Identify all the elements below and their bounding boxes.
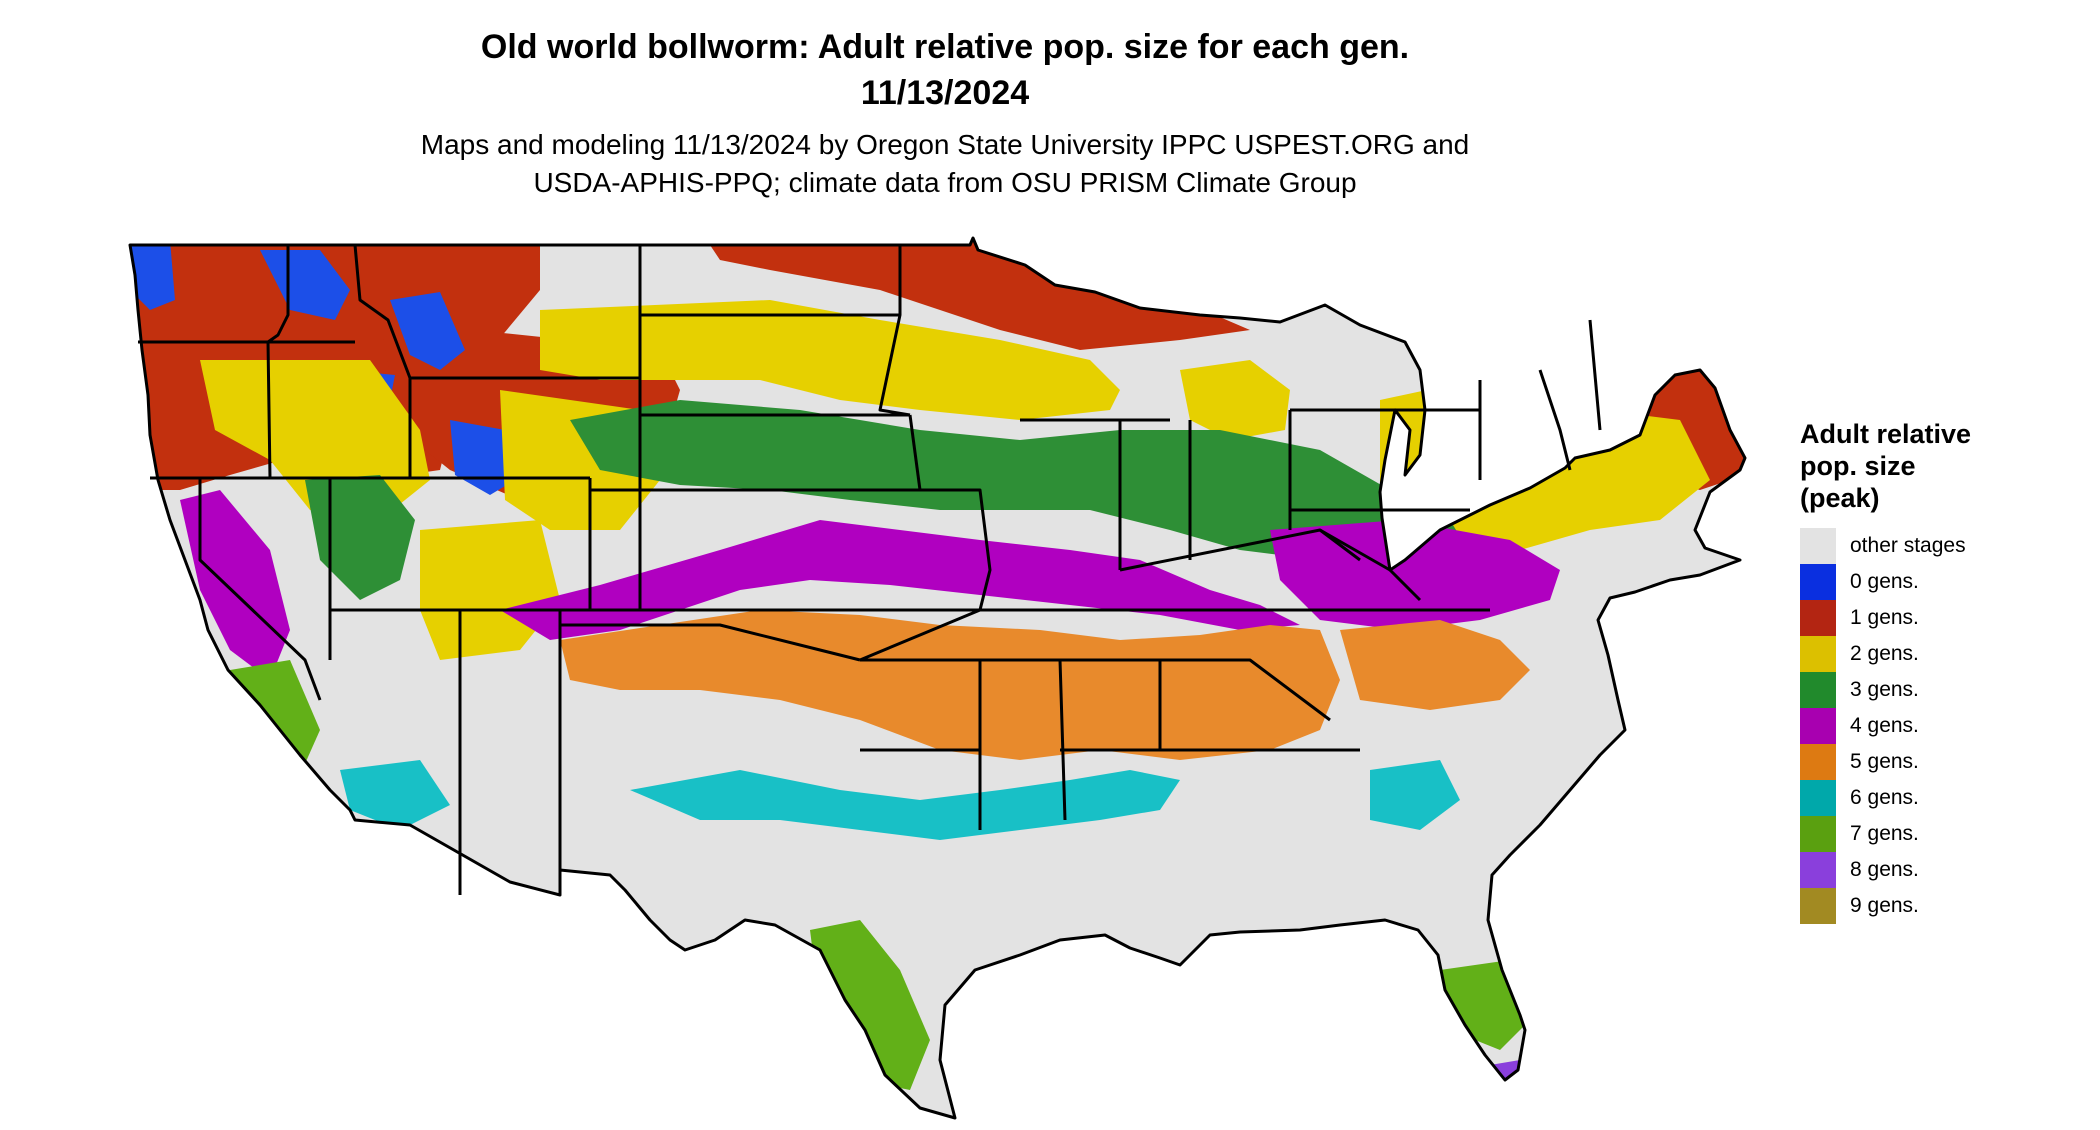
legend-item-1-gens: 1 gens. bbox=[1800, 600, 2040, 636]
legend-title-line-2: pop. size bbox=[1800, 451, 1916, 481]
zone-5-gens-texas-gulf bbox=[560, 610, 1340, 760]
legend-label: other stages bbox=[1850, 534, 1966, 557]
legend-item-other-stages: other stages bbox=[1800, 528, 2040, 564]
border-ia bbox=[908, 414, 922, 491]
legend-item-3-gens: 3 gens. bbox=[1800, 672, 2040, 708]
legend-label: 0 gens. bbox=[1850, 570, 1919, 593]
legend-label: 4 gens. bbox=[1850, 714, 1919, 737]
legend: Adult relative pop. size (peak) other st… bbox=[1800, 418, 2040, 924]
zone-4-gens-central-valley bbox=[180, 490, 290, 680]
border-ca-nv bbox=[198, 478, 322, 701]
legend-label: 8 gens. bbox=[1850, 858, 1919, 881]
title-line-1: Old world bollworm: Adult relative pop. … bbox=[480, 28, 1410, 66]
border-mn-east bbox=[878, 245, 911, 417]
legend-item-5-gens: 5 gens. bbox=[1800, 744, 2040, 780]
us-generation-map bbox=[128, 236, 1747, 1120]
zone-6-gens-arizona bbox=[340, 760, 450, 830]
legend-item-6-gens: 6 gens. bbox=[1800, 780, 2040, 816]
legend-label: 1 gens. bbox=[1850, 606, 1919, 629]
legend-label: 3 gens. bbox=[1850, 678, 1919, 701]
border-ar bbox=[860, 658, 982, 830]
legend-swatch bbox=[1800, 852, 1836, 888]
legend-item-2-gens: 2 gens. bbox=[1800, 636, 2040, 672]
zone-6-gens-florida-north bbox=[1370, 760, 1460, 830]
state-borders bbox=[128, 236, 1747, 1120]
legend-title: Adult relative pop. size (peak) bbox=[1800, 418, 2040, 514]
legend-item-0-gens: 0 gens. bbox=[1800, 564, 2040, 600]
zone-0-gens-colorado-rockies bbox=[450, 420, 515, 495]
legend-label: 7 gens. bbox=[1850, 822, 1919, 845]
map-subtitle: Maps and modeling 11/13/2024 by Oregon S… bbox=[0, 126, 1890, 202]
title-line-2: 11/13/2024 bbox=[860, 74, 1030, 112]
legend-swatch bbox=[1800, 564, 1836, 600]
legend-label: 2 gens. bbox=[1850, 642, 1919, 665]
zone-0-gens-wind-river bbox=[390, 292, 465, 370]
legend-swatch bbox=[1800, 708, 1836, 744]
legend-item-7-gens: 7 gens. bbox=[1800, 816, 2040, 852]
legend-swatch bbox=[1800, 672, 1836, 708]
border-me bbox=[1588, 319, 1602, 431]
border-wv-va bbox=[1319, 528, 1422, 602]
border-id-west bbox=[266, 245, 290, 479]
legend-swatch bbox=[1800, 816, 1836, 852]
legend-title-line-1: Adult relative bbox=[1800, 419, 1972, 449]
legend-swatch bbox=[1800, 636, 1836, 672]
legend-label: 5 gens. bbox=[1850, 750, 1919, 773]
legend-items: other stages 0 gens. 1 gens. 2 gens. 3 g… bbox=[1800, 528, 2040, 924]
zone-3-gens-nevada bbox=[305, 475, 415, 600]
map-title: Old world bollworm: Adult relative pop. … bbox=[0, 24, 1890, 116]
legend-swatch bbox=[1800, 600, 1836, 636]
zone-2-gens-michigan bbox=[1180, 360, 1290, 440]
generation-zones bbox=[130, 238, 1745, 1118]
zone-2-gens-northern-plains bbox=[540, 300, 1120, 420]
border-mo bbox=[859, 488, 992, 662]
border-id-mt bbox=[353, 244, 412, 379]
zone-1-gens-great-lakes bbox=[700, 238, 1250, 350]
zone-0-gens-cascades bbox=[130, 240, 175, 310]
legend-item-8-gens: 8 gens. bbox=[1800, 852, 2040, 888]
zone-5-gens-georgia bbox=[1340, 620, 1530, 710]
legend-item-9-gens: 9 gens. bbox=[1800, 888, 2040, 924]
legend-item-4-gens: 4 gens. bbox=[1800, 708, 2040, 744]
legend-swatch bbox=[1800, 528, 1836, 564]
border-ok-tx bbox=[560, 623, 861, 662]
legend-swatch bbox=[1800, 744, 1836, 780]
zone-6-gens-gulf-coast bbox=[630, 770, 1180, 840]
zone-4-gens-southern-band bbox=[500, 520, 1300, 640]
zone-7-gens-socal bbox=[230, 660, 320, 775]
subtitle-line-1: Maps and modeling 11/13/2024 by Oregon S… bbox=[420, 129, 1470, 160]
zone-7-gens-south-texas bbox=[810, 920, 930, 1090]
zone-3-gens-central-band bbox=[570, 400, 1480, 600]
legend-label: 9 gens. bbox=[1850, 894, 1919, 917]
zone-1-gens-adirondacks bbox=[1520, 370, 1590, 445]
legend-swatch bbox=[1800, 780, 1836, 816]
legend-swatch bbox=[1800, 888, 1836, 924]
subtitle-line-2: USDA-APHIS-PPQ; climate data from OSU PR… bbox=[533, 167, 1357, 198]
legend-title-line-3: (peak) bbox=[1800, 483, 1880, 513]
zone-0-gens-idaho bbox=[260, 250, 350, 320]
legend-label: 6 gens. bbox=[1850, 786, 1919, 809]
border-vt-nh bbox=[1538, 369, 1572, 471]
